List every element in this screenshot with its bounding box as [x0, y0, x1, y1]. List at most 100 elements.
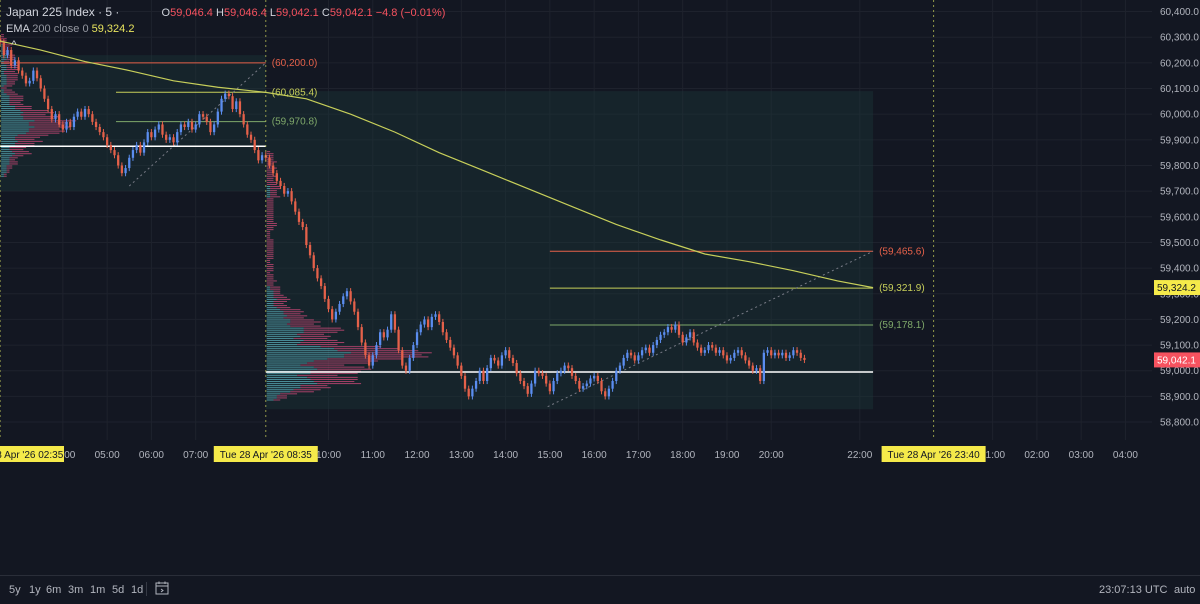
- x-tick-label: 05:00: [95, 450, 120, 461]
- range-button-1m[interactable]: 1m: [90, 584, 106, 596]
- auto-scale-button[interactable]: auto: [1174, 584, 1196, 596]
- time-marker-label: 28 Apr '26 02:35: [0, 450, 64, 461]
- volume-profile-bar-down: [280, 393, 298, 395]
- volume-profile-bar-up: [1, 83, 7, 85]
- volume-profile-bar-up: [266, 364, 301, 366]
- volume-profile-bar-down: [313, 360, 378, 362]
- range-button-6m[interactable]: 6m: [46, 584, 62, 596]
- candle-body: [356, 311, 360, 328]
- volume-profile-bar-up: [1, 126, 35, 128]
- volume-profile-bar-down: [270, 288, 281, 290]
- candle-body: [423, 319, 426, 325]
- range-button-3m[interactable]: 3m: [68, 584, 84, 596]
- volume-profile-bar-down: [6, 79, 18, 81]
- volume-profile-bar-up: [266, 290, 274, 292]
- candle-body: [161, 124, 164, 135]
- candle-body: [467, 388, 470, 397]
- candle-body: [640, 350, 644, 356]
- candle-body: [172, 137, 175, 143]
- y-tick-label: 59,800.0: [1160, 161, 1199, 172]
- volume-profile-bar-up: [266, 307, 277, 309]
- candle-body: [212, 124, 216, 133]
- collapse-legend-icon[interactable]: ^: [11, 39, 17, 51]
- volume-profile-bar-down: [28, 128, 60, 130]
- volume-profile-bar-up: [266, 387, 301, 389]
- level-label: (59,465.6): [879, 246, 925, 257]
- volume-profile-bar-down: [293, 389, 321, 391]
- volume-profile-bar-down: [3, 71, 16, 73]
- candle-body: [46, 98, 50, 110]
- candle-body: [279, 180, 282, 187]
- candle-body: [32, 70, 35, 81]
- candle-body: [655, 339, 659, 346]
- candle-body: [408, 357, 411, 371]
- volume-profile-bar-down: [3, 60, 10, 62]
- volume-profile-bar-down: [300, 341, 345, 344]
- candle-body: [648, 347, 651, 353]
- range-button-5y[interactable]: 5y: [9, 584, 21, 596]
- volume-profile-bar-down: [266, 175, 277, 177]
- volume-profile-bar-up: [1, 161, 10, 163]
- candle-body: [2, 42, 5, 56]
- volume-profile-bar-down: [3, 48, 10, 50]
- volume-profile-bar-up: [266, 292, 274, 294]
- utc-clock[interactable]: 23:07:13 UTC: [1099, 584, 1168, 596]
- candle-body: [87, 109, 90, 115]
- candle-body: [13, 60, 17, 66]
- ema-legend[interactable]: EMA 200 close 0 59,324.2: [6, 23, 134, 35]
- x-tick-label: 19:00: [714, 450, 739, 461]
- candle-body: [246, 124, 249, 135]
- y-tick-label: 60,300.0: [1160, 33, 1199, 44]
- candle-body: [194, 124, 197, 130]
- trend-connector: [128, 62, 267, 187]
- volume-profile-bar-down: [266, 212, 274, 214]
- range-button-5d[interactable]: 5d: [112, 584, 125, 596]
- volume-profile-bar-up: [1, 66, 7, 69]
- volume-profile-bar-up: [266, 321, 291, 323]
- symbol-title[interactable]: Japan 225 Index · 5 ·: [6, 5, 120, 19]
- candle-body: [113, 150, 116, 156]
- candle-body: [227, 93, 231, 97]
- candle-body: [179, 124, 183, 133]
- volume-profile-bar-up: [1, 77, 7, 79]
- candle-body: [622, 357, 625, 366]
- volume-profile-bar-up: [266, 294, 274, 296]
- range-button-1d[interactable]: 1d: [131, 584, 144, 596]
- volume-profile-bar-down: [6, 93, 18, 95]
- calendar-goto-icon[interactable]: [154, 580, 170, 596]
- candle-body: [629, 352, 633, 356]
- candle-body: [526, 386, 529, 394]
- volume-profile-bar-up: [266, 302, 274, 305]
- price-chart[interactable]: (60,200.0) (60,085.4) (59,970.8) (59,465.6)…: [0, 0, 1200, 575]
- candle-body: [707, 345, 710, 351]
- close-value: 59,042.1: [329, 7, 373, 19]
- time-marker-badge: [213, 446, 318, 462]
- candle-body: [224, 93, 227, 99]
- volume-profile-bar-up: [1, 64, 7, 66]
- volume-profile-bar-down: [266, 284, 274, 286]
- range-button-1y[interactable]: 1y: [29, 584, 41, 596]
- candle-body: [585, 383, 588, 387]
- volume-profile-bar-down: [6, 64, 18, 66]
- candle-body: [419, 324, 422, 333]
- volume-profile-bar-down: [6, 77, 18, 79]
- volume-profile-bar-up: [1, 101, 10, 103]
- candle-body: [556, 373, 559, 381]
- volume-profile-bar-down: [15, 136, 41, 138]
- open-label: O: [161, 7, 171, 19]
- volume-profile-bar-up: [266, 296, 274, 298]
- candle-body: [375, 345, 378, 356]
- volume-profile-bar-up: [1, 103, 10, 105]
- y-tick-label: 60,000.0: [1160, 110, 1199, 121]
- candle-body: [600, 380, 603, 392]
- chart-area[interactable]: (60,200.0) (60,085.4) (59,970.8) (59,465.6)…: [0, 0, 1200, 462]
- candle-body: [515, 363, 518, 374]
- candle-body: [183, 124, 186, 127]
- x-tick-label: 22:00: [847, 450, 872, 461]
- volume-profile-bar-down: [12, 155, 24, 157]
- candle-body: [773, 352, 777, 356]
- volume-profile-bar-up: [1, 173, 4, 175]
- volume-profile-bar-up: [1, 140, 18, 142]
- volume-profile-bar-down: [266, 229, 274, 231]
- volume-profile-bar-down: [20, 114, 46, 116]
